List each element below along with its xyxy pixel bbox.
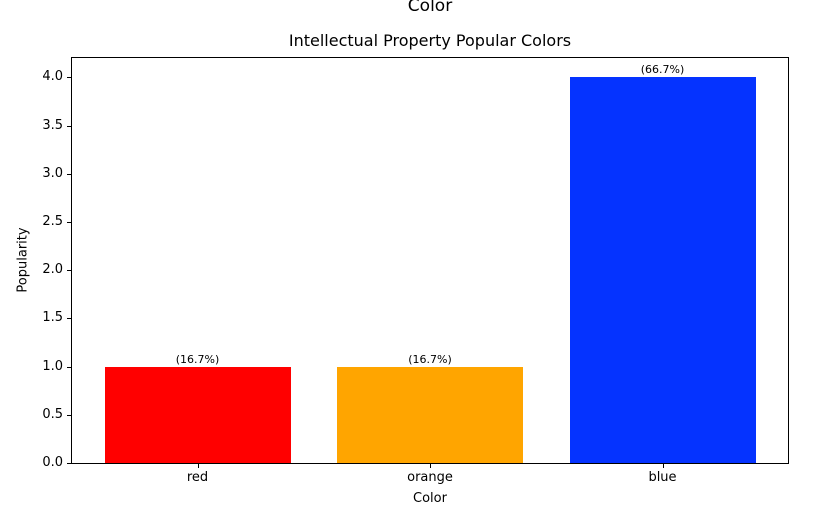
y-tick-label: 1.0 — [42, 358, 63, 374]
y-tick-label: 0.5 — [42, 406, 63, 422]
bar-blue — [569, 77, 756, 463]
y-tick-mark — [67, 414, 71, 416]
y-tick-mark — [67, 125, 71, 127]
bar-annotation: (66.7%) — [640, 63, 685, 77]
y-tick-mark — [67, 221, 71, 223]
y-tick-label: 2.5 — [42, 213, 63, 229]
chart-title: Intellectual Property Popular Colors — [288, 31, 572, 50]
y-tick-label: 3.5 — [42, 117, 63, 133]
y-tick-label: 3.0 — [42, 165, 63, 181]
top-clipped-color-label: Color — [407, 0, 453, 16]
x-tick-label: orange — [407, 470, 453, 485]
y-tick-label: 1.5 — [42, 310, 63, 326]
y-tick-mark — [67, 366, 71, 368]
y-tick-mark — [67, 77, 71, 79]
plot-area: (16.7%) (16.7%) (66.7%) — [71, 57, 789, 464]
bar-red — [104, 366, 291, 463]
y-tick-mark — [67, 173, 71, 175]
x-tick-mark — [197, 464, 199, 468]
y-tick-label: 4.0 — [42, 69, 63, 85]
y-tick-mark — [67, 463, 71, 464]
x-tick-mark — [430, 464, 431, 468]
y-axis-label: Popularity — [15, 227, 31, 293]
y-tick-mark — [67, 270, 71, 272]
bar-annotation: (16.7%) — [408, 352, 452, 366]
x-axis-label: Color — [413, 491, 447, 506]
x-tick-mark — [662, 464, 664, 468]
x-tick-label: red — [186, 470, 209, 485]
y-tick-mark — [67, 318, 71, 320]
bar-orange — [337, 366, 523, 463]
y-tick-label: 0.0 — [42, 455, 63, 470]
bar-annotation: (16.7%) — [175, 352, 220, 366]
x-tick-label: blue — [648, 470, 677, 485]
y-tick-label: 2.0 — [42, 262, 63, 278]
